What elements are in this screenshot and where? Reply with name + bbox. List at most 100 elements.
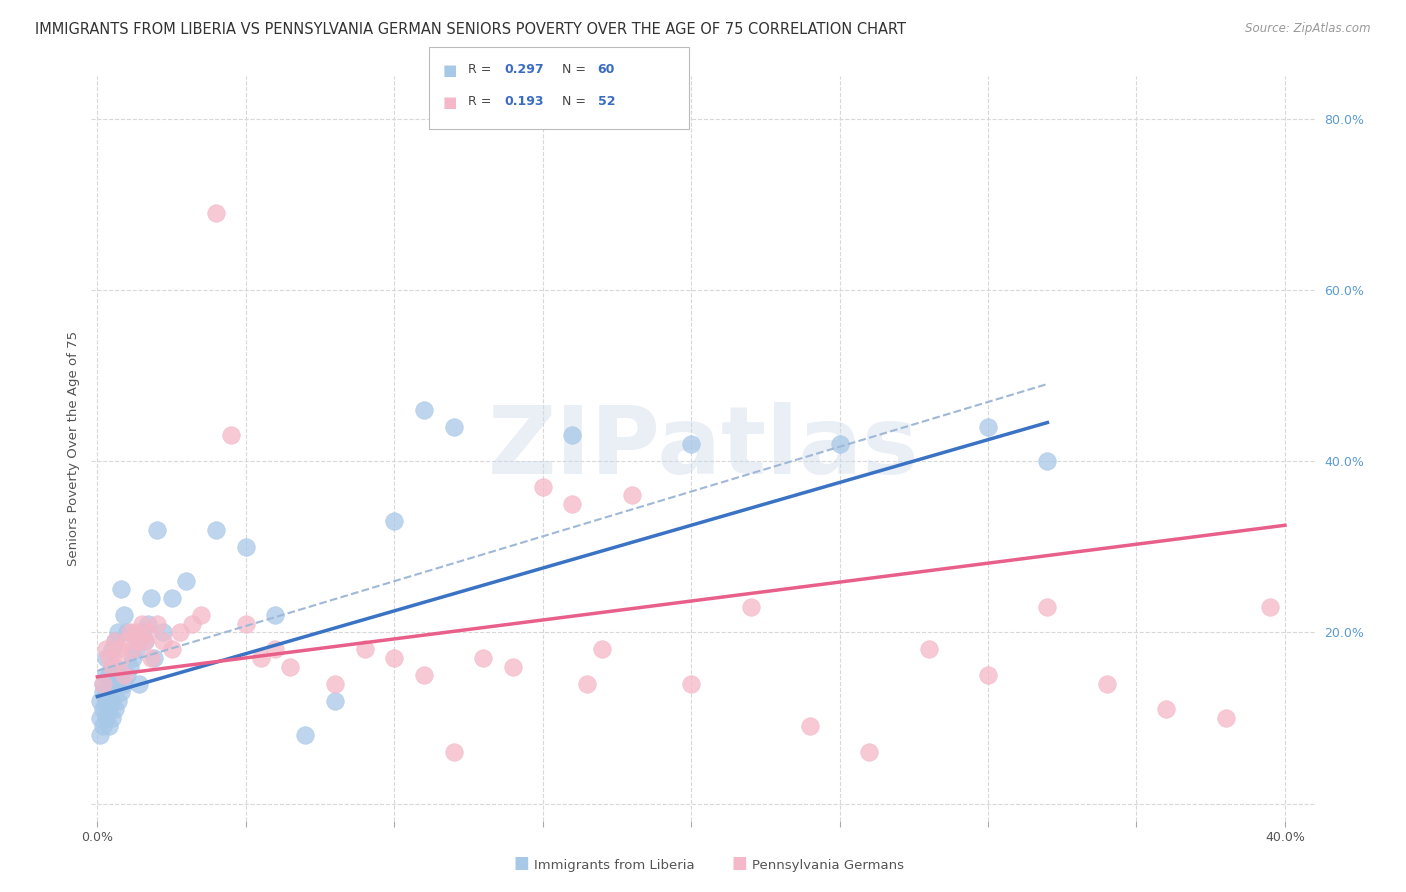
- Point: [134, 633, 156, 648]
- Point: [91, 676, 114, 690]
- Point: [110, 685, 132, 699]
- Point: [681, 676, 703, 690]
- Point: [561, 497, 583, 511]
- Point: [181, 616, 204, 631]
- Point: [115, 625, 138, 640]
- Point: [89, 711, 111, 725]
- Point: [96, 694, 118, 708]
- Point: [107, 625, 129, 640]
- Text: ■: ■: [443, 95, 457, 111]
- Point: [576, 676, 599, 690]
- Point: [107, 668, 129, 682]
- Text: R =: R =: [468, 95, 495, 109]
- Text: N =: N =: [562, 63, 591, 77]
- Point: [101, 642, 124, 657]
- Point: [152, 633, 174, 648]
- Point: [91, 702, 114, 716]
- Point: [502, 659, 524, 673]
- Point: [122, 642, 145, 657]
- Point: [977, 420, 1000, 434]
- Point: [112, 608, 135, 623]
- Point: [413, 668, 436, 682]
- Point: [101, 694, 124, 708]
- Text: 0.297: 0.297: [505, 63, 544, 77]
- Text: 60: 60: [598, 63, 614, 77]
- Point: [136, 625, 159, 640]
- Point: [115, 668, 138, 682]
- Point: [128, 676, 150, 690]
- Point: [160, 642, 183, 657]
- Point: [98, 685, 121, 699]
- Point: [118, 659, 141, 673]
- Point: [145, 616, 167, 631]
- Y-axis label: Seniors Poverty Over the Age of 75: Seniors Poverty Over the Age of 75: [67, 331, 80, 566]
- Text: Pennsylvania Germans: Pennsylvania Germans: [752, 859, 904, 872]
- Point: [110, 651, 132, 665]
- Point: [131, 616, 153, 631]
- Point: [681, 437, 703, 451]
- Point: [152, 625, 174, 640]
- Point: [91, 685, 114, 699]
- Point: [219, 428, 242, 442]
- Text: R =: R =: [468, 63, 495, 77]
- Point: [561, 428, 583, 442]
- Point: [128, 633, 150, 648]
- Text: ZIPatlas: ZIPatlas: [488, 402, 918, 494]
- Point: [382, 651, 405, 665]
- Point: [828, 437, 851, 451]
- Point: [382, 514, 405, 528]
- Point: [91, 676, 114, 690]
- Point: [413, 402, 436, 417]
- Point: [101, 711, 124, 725]
- Point: [101, 659, 124, 673]
- Point: [740, 599, 762, 614]
- Point: [98, 719, 121, 733]
- Point: [122, 651, 145, 665]
- Point: [131, 625, 153, 640]
- Point: [1215, 711, 1237, 725]
- Point: [977, 668, 1000, 682]
- Point: [1154, 702, 1177, 716]
- Point: [176, 574, 198, 588]
- Point: [264, 642, 287, 657]
- Text: ■: ■: [443, 63, 457, 78]
- Point: [107, 642, 129, 657]
- Point: [139, 591, 162, 605]
- Point: [91, 719, 114, 733]
- Point: [98, 651, 121, 665]
- Point: [125, 625, 148, 640]
- Point: [125, 642, 148, 657]
- Text: 0.193: 0.193: [505, 95, 544, 109]
- Point: [235, 540, 257, 554]
- Point: [118, 625, 141, 640]
- Point: [169, 625, 191, 640]
- Point: [294, 728, 316, 742]
- Point: [323, 694, 346, 708]
- Point: [96, 668, 118, 682]
- Point: [89, 694, 111, 708]
- Point: [96, 685, 118, 699]
- Point: [96, 711, 118, 725]
- Point: [858, 745, 880, 759]
- Text: ■: ■: [731, 855, 747, 872]
- Point: [205, 523, 228, 537]
- Point: [145, 523, 167, 537]
- Point: [591, 642, 613, 657]
- Point: [323, 676, 346, 690]
- Point: [107, 694, 129, 708]
- Point: [104, 676, 127, 690]
- Point: [104, 633, 127, 648]
- Point: [443, 745, 465, 759]
- Point: [96, 651, 118, 665]
- Point: [353, 642, 375, 657]
- Point: [104, 633, 127, 648]
- Point: [531, 480, 554, 494]
- Point: [235, 616, 257, 631]
- Point: [620, 488, 643, 502]
- Point: [98, 702, 121, 716]
- Point: [278, 659, 301, 673]
- Point: [112, 668, 135, 682]
- Text: IMMIGRANTS FROM LIBERIA VS PENNSYLVANIA GERMAN SENIORS POVERTY OVER THE AGE OF 7: IMMIGRANTS FROM LIBERIA VS PENNSYLVANIA …: [35, 22, 905, 37]
- Point: [96, 642, 118, 657]
- Point: [1095, 676, 1118, 690]
